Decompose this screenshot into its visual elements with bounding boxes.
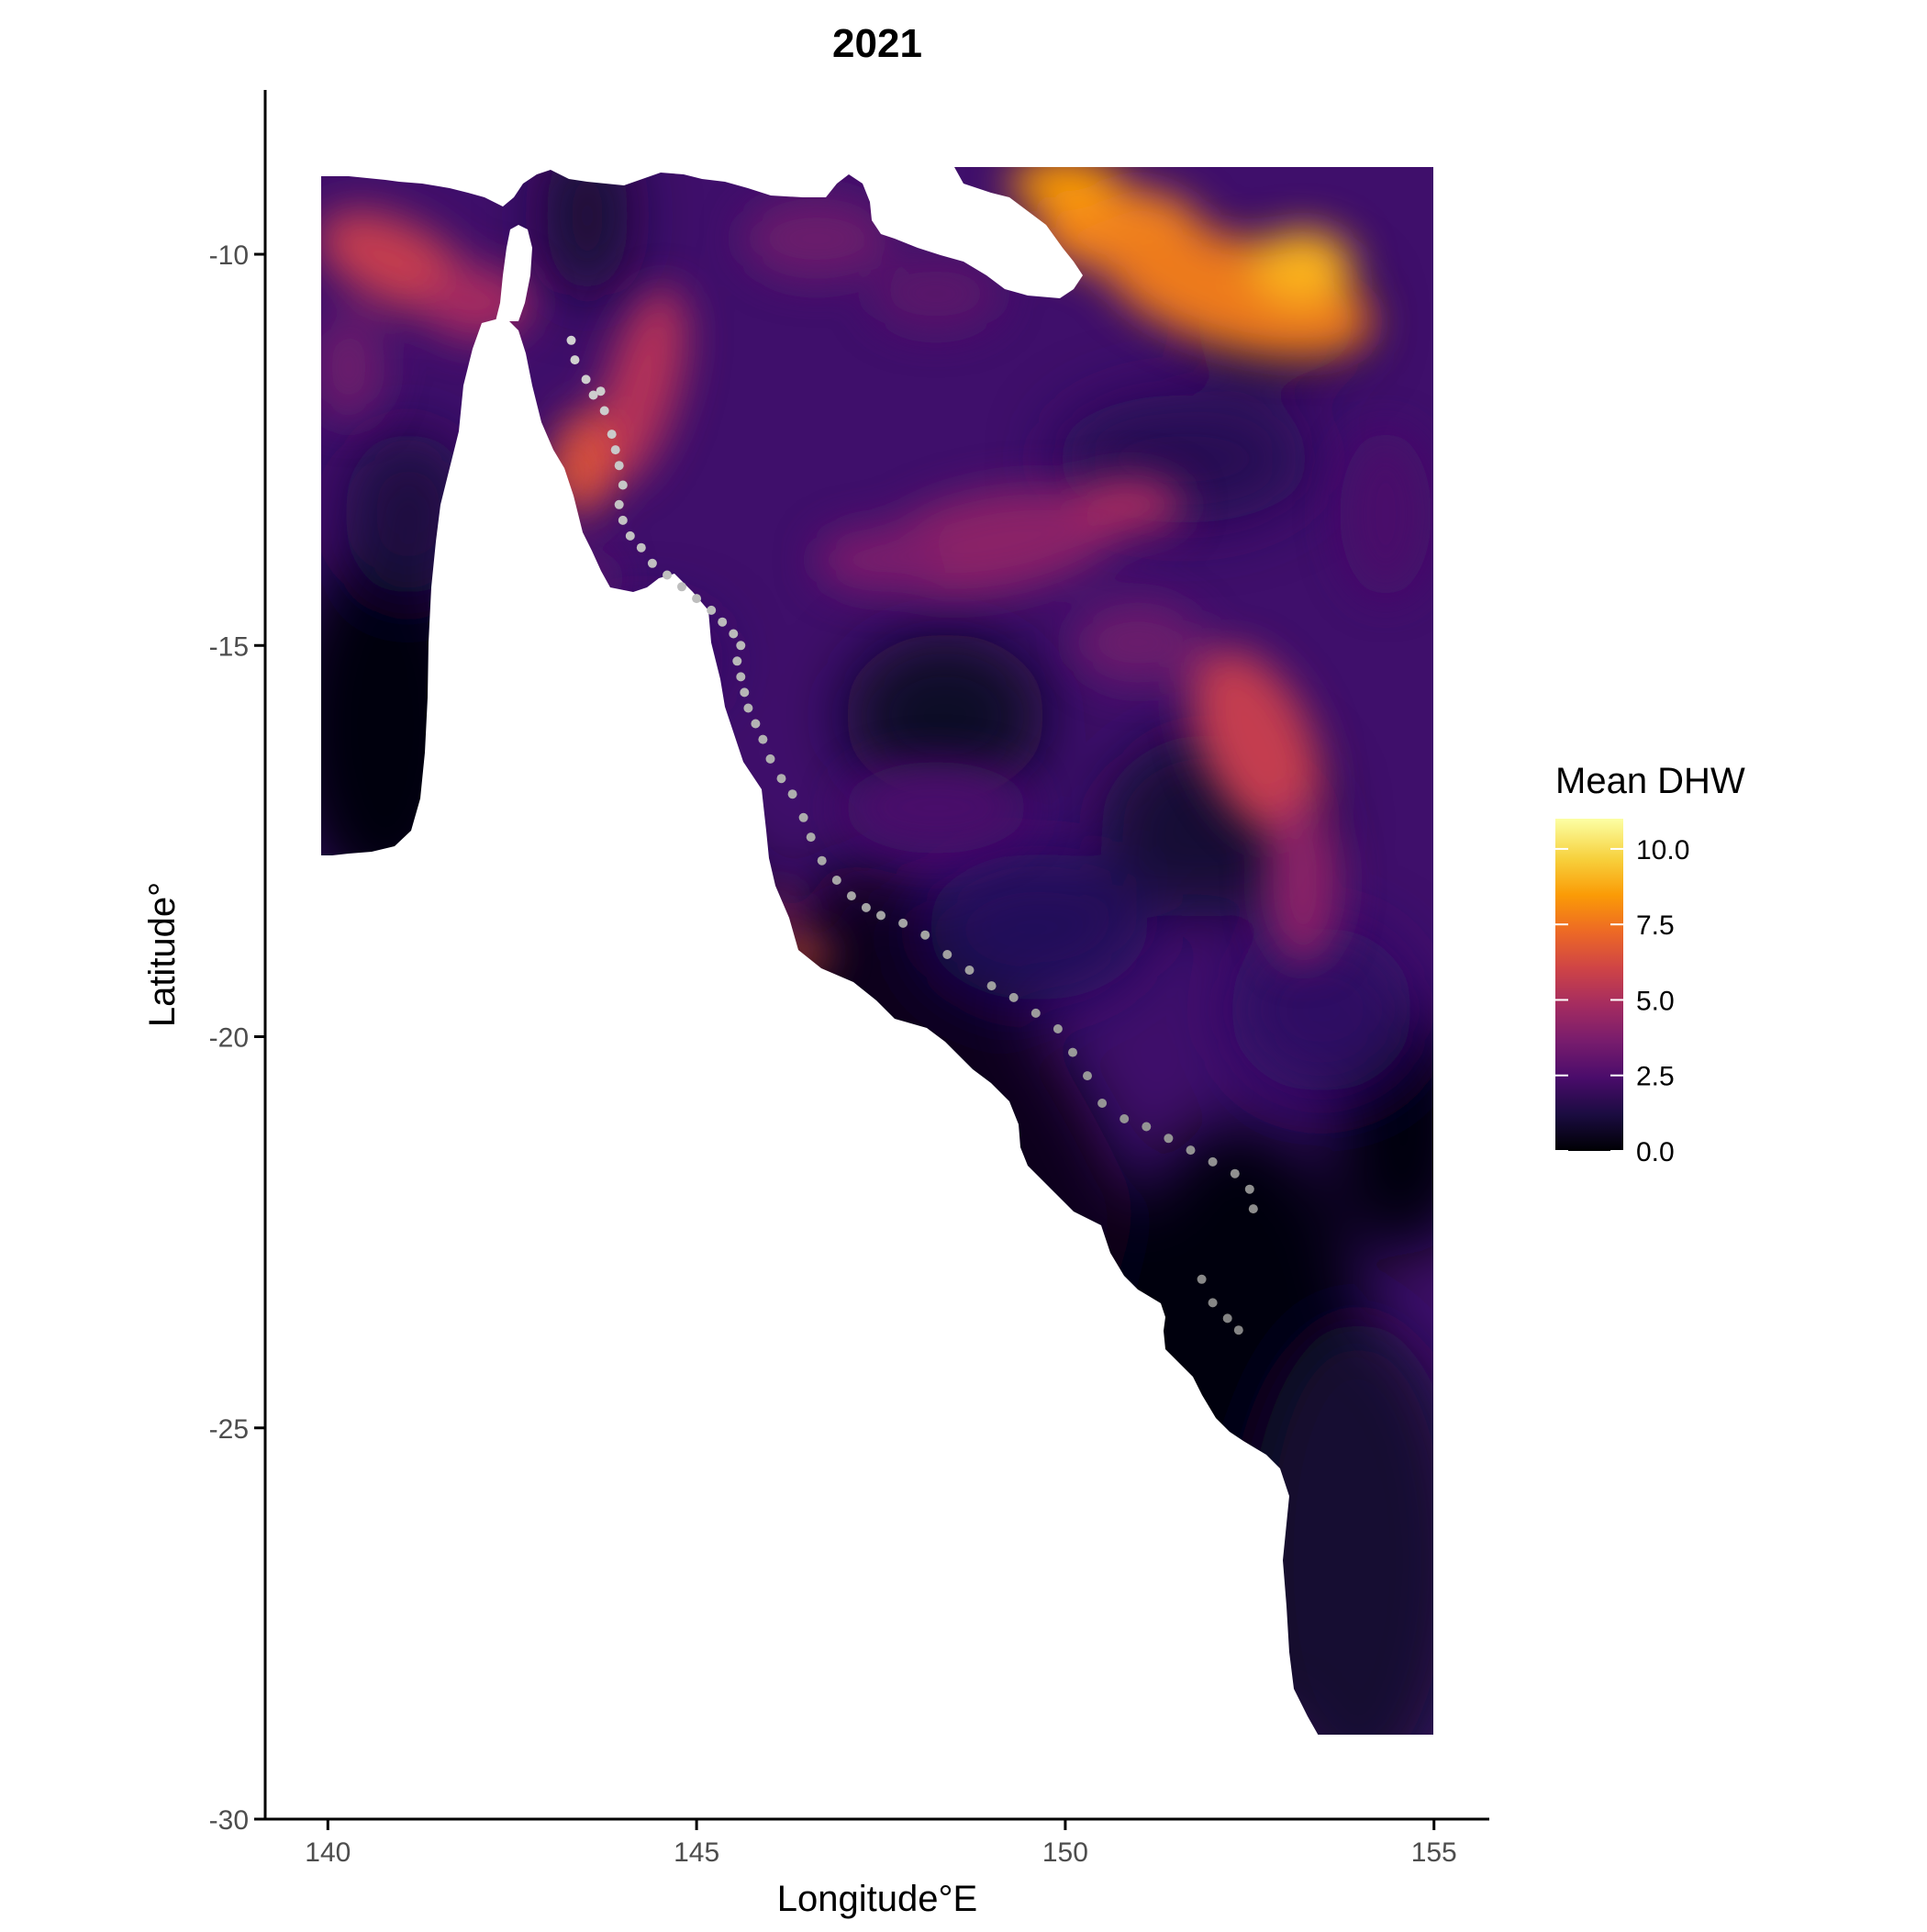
reef-site-point [1142,1122,1152,1132]
reef-sites [566,335,1258,1335]
legend-colorbar [1555,819,1623,1151]
legend: Mean DHW 0.0 2.5 5.0 7.5 10.0 [1555,761,1745,1167]
reef-site-point [1030,1008,1041,1018]
reef-site-point [581,374,591,385]
reef-site-point [986,981,997,991]
raster-warm-zones [321,167,1431,964]
reef-site-point [1008,992,1019,1002]
reef-site-point [740,687,750,698]
reef-site-point [758,734,768,744]
reef-site-point [861,902,871,912]
reef-site-point [1248,1204,1258,1214]
reef-site-point [729,629,739,639]
legend-ticks: 0.0 2.5 5.0 7.5 10.0 [1555,835,1689,1167]
axes: 140 145 150 155 -10 -15 -20 -25 -30 [209,90,1489,1868]
reef-site-point [846,891,856,901]
reef-site-point [736,641,746,651]
legend-tick-label: 0.0 [1636,1137,1675,1167]
reef-site-point [718,617,728,627]
reef-site-point [831,876,841,885]
reef-site-point [618,515,628,525]
reef-site-point [610,445,620,455]
legend-tick-label: 5.0 [1636,986,1675,1016]
reef-site-point [570,355,580,365]
reef-site-point [1119,1114,1130,1123]
reef-site-point [798,812,808,822]
reef-site-point [751,719,761,729]
reef-site-point [765,754,775,764]
reef-site-point [920,930,930,940]
reef-site-point [776,774,786,784]
reef-site-point [964,966,975,975]
x-axis-ticks: 140 145 150 155 [305,1819,1457,1868]
australia-mainland [321,319,1319,1735]
reef-site-point [806,832,816,843]
legend-tick-label: 2.5 [1636,1062,1675,1092]
dhw-raster [321,167,1433,1735]
reef-site-point [607,430,617,440]
legend-title: Mean DHW [1555,761,1745,801]
reef-site-point [566,335,576,345]
reef-site-point [1053,1024,1063,1033]
reef-site-point [1083,1071,1092,1081]
reef-site-point [1222,1313,1232,1323]
legend-tick-label: 10.0 [1636,835,1689,865]
reef-site-point [1068,1047,1077,1057]
reef-site-point [898,918,908,928]
y-tick-label: -25 [209,1414,249,1445]
reef-site-point [614,461,624,471]
legend-tick-label: 7.5 [1636,910,1675,941]
torres-strait-gap [496,225,532,321]
reef-site-point [1208,1156,1218,1167]
reef-site-point [692,594,702,604]
reef-site-point [1233,1325,1243,1335]
reef-site-point [876,910,886,921]
y-tick-label: -20 [209,1023,249,1054]
reef-site-point [1097,1099,1108,1108]
reef-site-point [787,789,797,799]
x-axis-label: Longitude°E [777,1879,977,1919]
reef-site-point [1186,1145,1196,1156]
reef-site-point [647,558,657,568]
reef-site-point [636,542,646,553]
x-tick-label: 155 [1411,1837,1457,1868]
reef-site-point [596,386,606,396]
y-axis-label: Latitude° [142,882,183,1027]
y-tick-label: -30 [209,1805,249,1836]
reef-site-point [1230,1168,1240,1178]
reef-site-point [736,672,746,682]
reef-site-point [1208,1298,1218,1308]
reef-site-point [732,656,742,666]
reef-site-point [1197,1274,1207,1284]
x-tick-label: 150 [1042,1837,1088,1868]
reef-site-point [588,390,598,400]
reef-site-point [743,703,753,713]
x-tick-label: 140 [305,1837,351,1868]
reef-site-point [942,950,952,959]
reef-site-point [599,406,609,416]
y-tick-label: -15 [209,631,249,662]
chart-title: 2021 [832,21,922,66]
y-axis-ticks: -10 -15 -20 -25 -30 [209,240,265,1836]
reef-site-point [614,499,624,509]
x-tick-label: 145 [674,1837,719,1868]
reef-site-point [1244,1184,1254,1194]
reef-site-point [663,570,672,580]
reef-site-point [817,855,827,865]
reef-site-point [1164,1134,1174,1144]
reef-site-point [618,480,628,490]
reef-site-point [677,582,686,592]
y-tick-label: -10 [209,240,249,271]
reef-site-point [625,530,635,541]
papua-new-guinea [321,167,1433,298]
reef-site-point [707,605,717,615]
land-mask [321,167,1433,1735]
